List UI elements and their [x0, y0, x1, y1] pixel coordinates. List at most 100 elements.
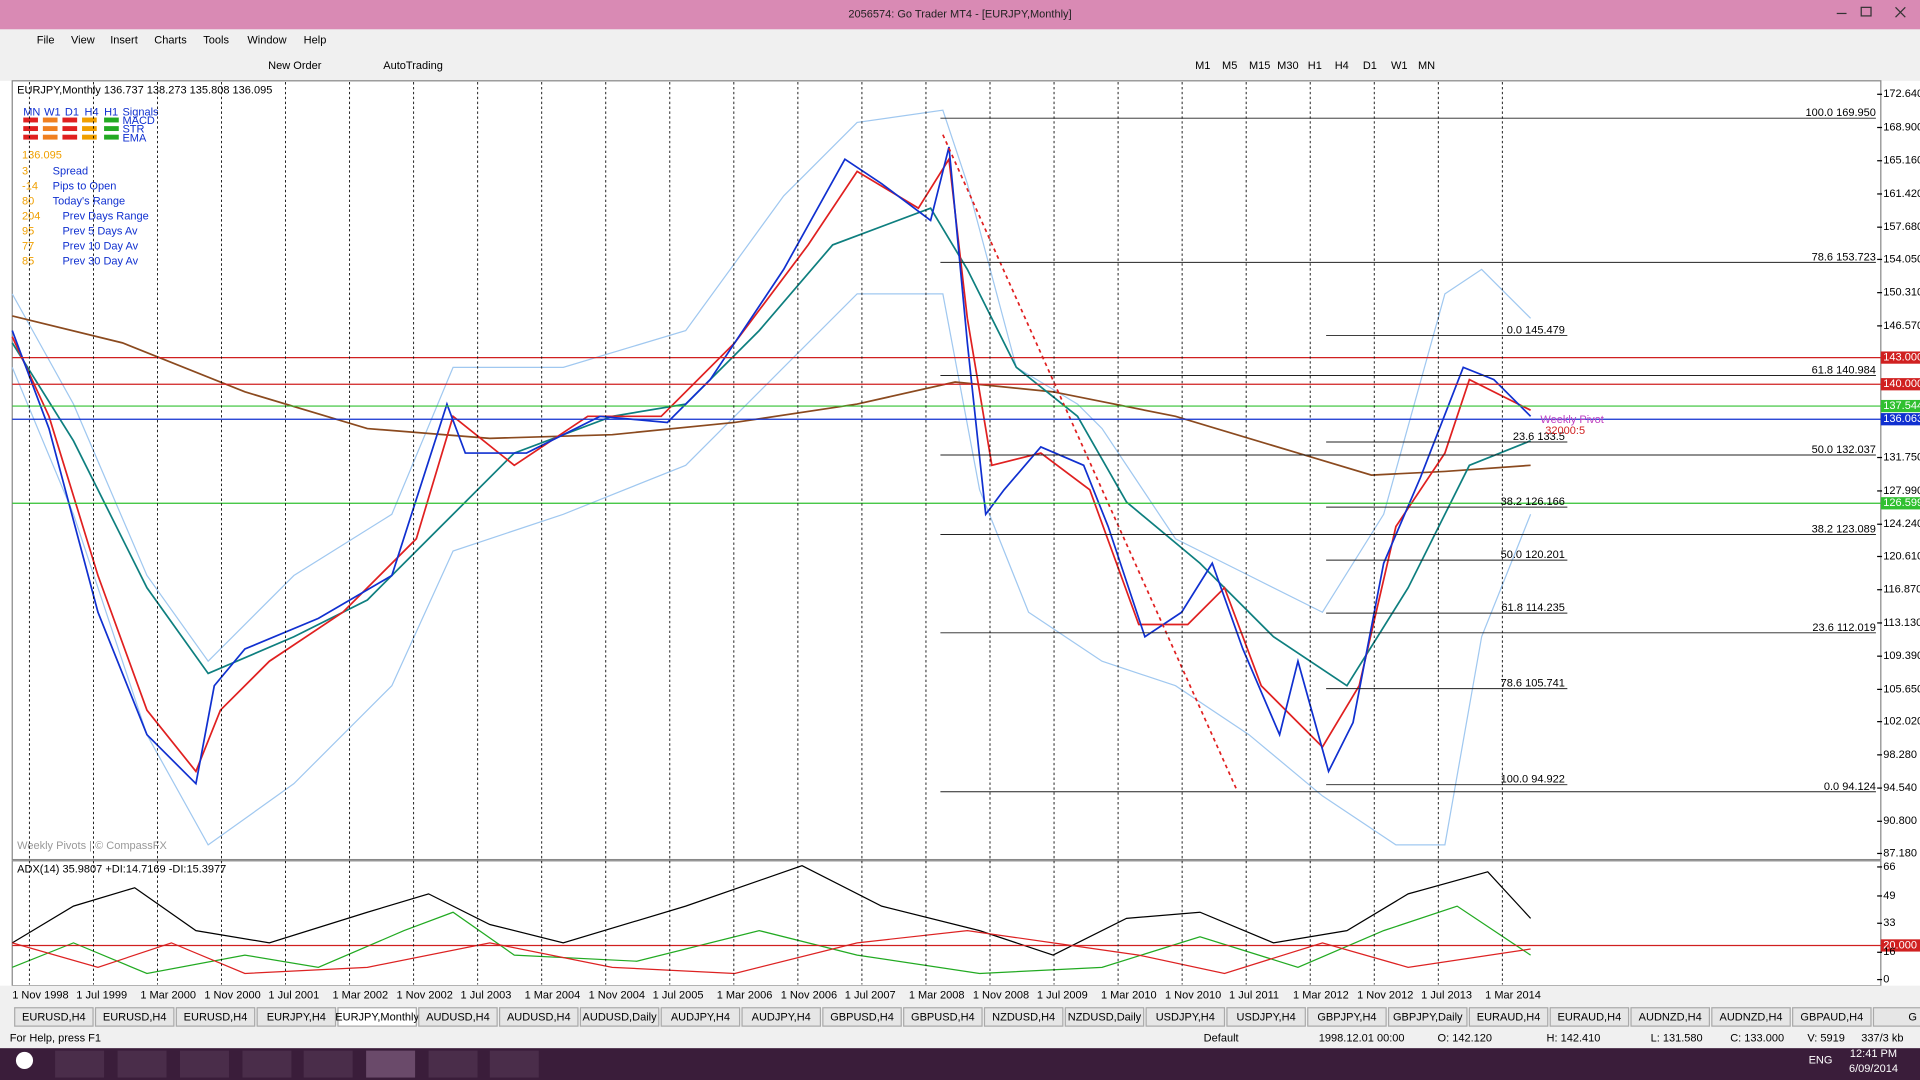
toolbar-button[interactable]: MN [1418, 60, 1435, 72]
pivot-label: Weekly Pivot [1540, 414, 1603, 426]
tab[interactable] [14, 1007, 94, 1027]
tab[interactable] [1468, 1007, 1549, 1027]
tab-label[interactable]: G [1908, 1011, 1917, 1023]
toolbar-button[interactable]: New Order [268, 60, 322, 72]
toolbar-button[interactable]: H4 [1335, 60, 1349, 72]
signal-cell [82, 117, 97, 123]
menu-item[interactable]: Charts [154, 34, 187, 46]
tab[interactable] [94, 1007, 175, 1027]
tab-label[interactable]: GBPUSD,H4 [911, 1011, 975, 1023]
tab-label[interactable]: AUDUSD,Daily [583, 1011, 658, 1023]
toolbar-button[interactable]: D1 [1363, 60, 1377, 72]
taskbar-app[interactable] [303, 1050, 353, 1078]
panel-label: Today's Range [53, 195, 126, 207]
tab[interactable] [1872, 1007, 1920, 1027]
tab[interactable] [175, 1007, 256, 1027]
ma-fast [11, 156, 1531, 774]
tab-label[interactable]: AUDUSD,H4 [426, 1011, 490, 1023]
tab-label[interactable]: EURJPY,H4 [267, 1011, 326, 1023]
status-text: C: 133.000 [1730, 1032, 1784, 1044]
tab[interactable] [579, 1007, 660, 1027]
tab[interactable] [1711, 1007, 1791, 1027]
menu-item[interactable]: Tools [203, 34, 229, 46]
tab-label[interactable]: AUDUSD,H4 [507, 1011, 571, 1023]
tab-label[interactable]: USDJPY,H4 [1237, 1011, 1296, 1023]
adx-level-label: 0 [1883, 973, 1889, 985]
tab-label[interactable]: EURUSD,H4 [103, 1011, 167, 1023]
menu-item[interactable]: Insert [110, 34, 138, 46]
tab-label[interactable]: GBPAUD,H4 [1800, 1011, 1863, 1023]
tab-label[interactable]: GBPJPY,Daily [1393, 1011, 1463, 1023]
menu-toolbar-bg [0, 29, 1920, 81]
signal-header: D1 [65, 107, 79, 119]
taskbar-app[interactable] [117, 1050, 167, 1078]
tab-label[interactable]: AUDJPY,H4 [671, 1011, 730, 1023]
menu-item[interactable]: File [37, 34, 55, 46]
tab-label[interactable]: AUDJPY,H4 [752, 1011, 811, 1023]
level-label: 136.063 [1883, 413, 1920, 425]
tab-label[interactable]: NZDUSD,Daily [1068, 1011, 1142, 1023]
tab[interactable] [1792, 1007, 1872, 1027]
fib-label: 0.0 145.479 [1507, 325, 1565, 337]
taskbar-date: 6/09/2014 [1849, 1063, 1898, 1075]
tab[interactable] [1307, 1007, 1387, 1027]
signal-cell [62, 126, 78, 132]
taskbar-app[interactable] [242, 1050, 292, 1078]
taskbar-app[interactable] [366, 1050, 416, 1078]
tab[interactable] [1630, 1007, 1710, 1027]
date-label: 1 Mar 2004 [525, 989, 581, 1001]
taskbar-app[interactable] [180, 1050, 229, 1078]
tab[interactable] [337, 1007, 417, 1027]
level-tag [1880, 378, 1920, 391]
toolbar-button[interactable]: M5 [1222, 60, 1237, 72]
toolbar-button[interactable]: H1 [1308, 60, 1322, 72]
tab[interactable] [1145, 1007, 1226, 1027]
toolbar-button[interactable]: M30 [1277, 60, 1298, 72]
menu-item[interactable]: Help [304, 34, 327, 46]
tab[interactable] [983, 1007, 1064, 1027]
menu-item[interactable]: Window [247, 34, 286, 46]
toolbar-button[interactable]: W1 [1391, 60, 1408, 72]
fib-label: 50.0 132.037 [1812, 444, 1876, 456]
tab-label[interactable]: EURAUD,H4 [1558, 1011, 1622, 1023]
toolbar-button[interactable]: M15 [1249, 60, 1270, 72]
tab[interactable] [1549, 1007, 1630, 1027]
taskbar-app[interactable] [55, 1050, 105, 1078]
price-tick-label: 168.900 [1883, 121, 1920, 133]
tab[interactable] [903, 1007, 983, 1027]
taskbar-app[interactable] [489, 1050, 539, 1078]
tab[interactable] [822, 1007, 902, 1027]
menu-item[interactable]: View [71, 34, 95, 46]
price-tick-label: 124.240 [1883, 518, 1920, 530]
tab-label[interactable]: EURUSD,H4 [22, 1011, 86, 1023]
tab-label[interactable]: GBPJPY,H4 [1317, 1011, 1376, 1023]
tab-label[interactable]: USDJPY,H4 [1156, 1011, 1215, 1023]
panel-value: 204 [22, 211, 40, 223]
level-tag [1880, 399, 1920, 413]
price-tick-label: 87.180 [1883, 847, 1917, 859]
tab[interactable] [418, 1007, 498, 1027]
tab-label[interactable]: AUDNZD,H4 [1719, 1011, 1782, 1023]
tab[interactable] [1064, 1007, 1145, 1027]
tab-label[interactable]: NZDUSD,H4 [992, 1011, 1055, 1023]
tab-label[interactable]: EURAUD,H4 [1477, 1011, 1541, 1023]
tab[interactable] [741, 1007, 822, 1027]
bid-price: 136.095 [22, 149, 62, 161]
tab[interactable] [498, 1007, 579, 1027]
toolbar-button[interactable]: AutoTrading [383, 60, 443, 72]
toolbar-button[interactable]: M1 [1195, 60, 1210, 72]
tab-label[interactable]: AUDNZD,H4 [1639, 1011, 1702, 1023]
start-button[interactable] [15, 1051, 34, 1069]
tab-label[interactable]: EURJPY,Monthly [335, 1011, 419, 1023]
tab[interactable] [660, 1007, 741, 1027]
tab[interactable] [1226, 1007, 1306, 1027]
tab[interactable] [1387, 1007, 1468, 1027]
close[interactable] [1895, 6, 1906, 18]
tab-label[interactable]: EURUSD,H4 [184, 1011, 248, 1023]
maximize[interactable] [1860, 6, 1872, 17]
tab-label[interactable]: GBPUSD,H4 [830, 1011, 894, 1023]
taskbar-app[interactable] [428, 1050, 478, 1078]
signal-cell [104, 134, 119, 140]
signal-cell [62, 134, 78, 140]
tab[interactable] [256, 1007, 337, 1027]
